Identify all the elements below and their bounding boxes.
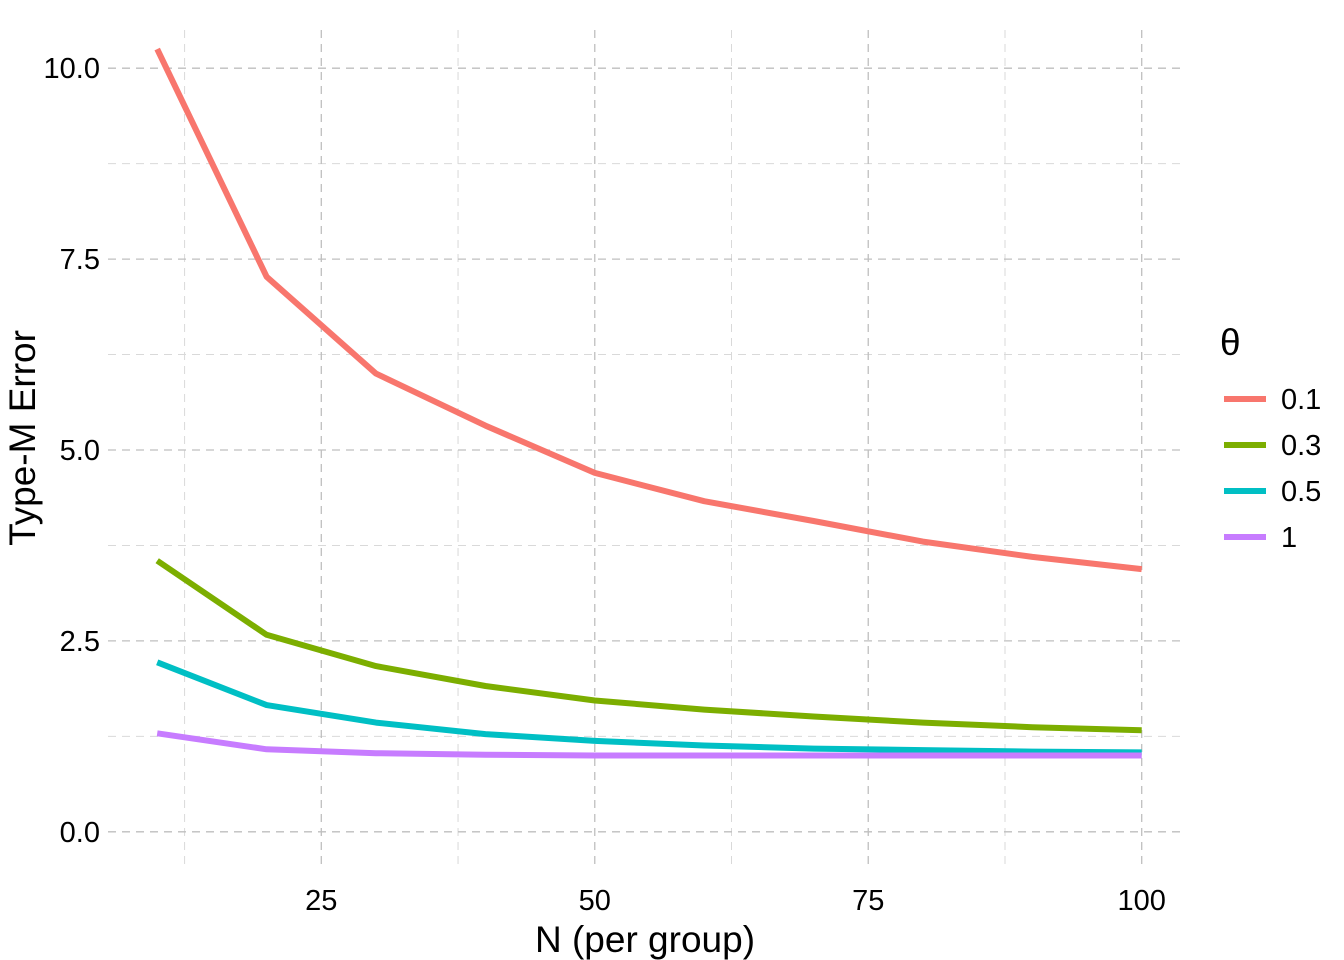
y-tick-label: 0.0 [60, 817, 100, 849]
series-line-1 [156, 730, 1142, 759]
legend-label: 0.5 [1281, 476, 1321, 508]
y-tick-label: 10.0 [44, 53, 100, 85]
x-tick-label: 100 [1118, 885, 1166, 917]
series-line-0-3 [155, 558, 1142, 734]
legend-label: 0.3 [1281, 430, 1321, 462]
legend: θ 0.1 0.3 0.5 1 [1220, 322, 1321, 554]
legend-label: 0.1 [1281, 384, 1321, 416]
y-tick-label: 5.0 [60, 435, 100, 467]
series-line-0-1 [154, 47, 1143, 573]
x-axis-title: N (per group) [535, 919, 755, 960]
grid-lines [108, 30, 1180, 870]
y-tick-label: 2.5 [60, 626, 100, 658]
legend-label: 1 [1281, 522, 1297, 554]
x-tick-label: 75 [852, 885, 884, 917]
x-tick-label: 25 [305, 885, 337, 917]
legend-title: θ [1220, 322, 1241, 363]
series-line-0-5 [156, 659, 1142, 756]
series-lines [154, 47, 1143, 759]
x-axis-ticks: 25 50 75 100 [305, 885, 1166, 917]
y-tick-label: 7.5 [60, 244, 100, 276]
y-axis-title: Type-M Error [2, 330, 43, 546]
x-tick-label: 50 [579, 885, 611, 917]
y-axis-ticks: 0.0 2.5 5.0 7.5 10.0 [44, 53, 100, 849]
